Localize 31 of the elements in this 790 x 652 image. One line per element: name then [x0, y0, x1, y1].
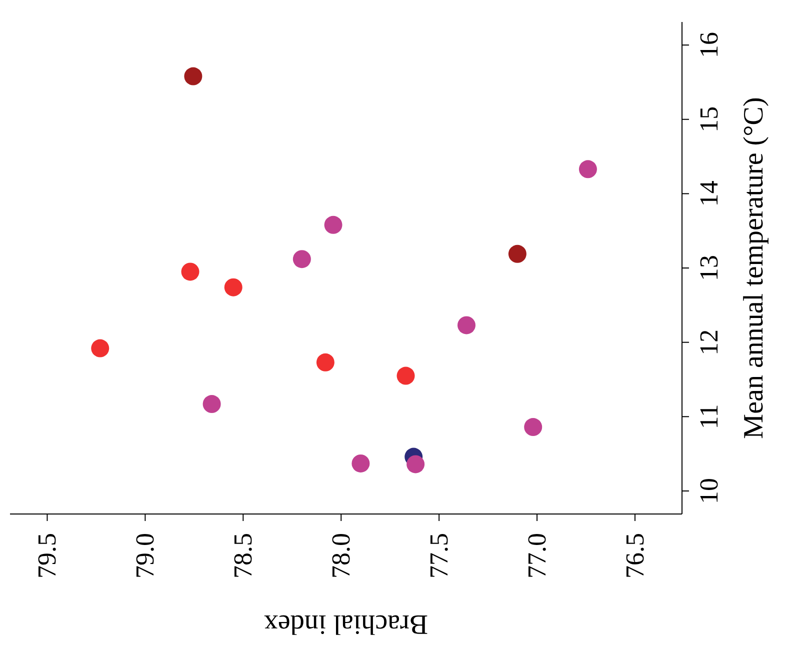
point	[181, 262, 200, 281]
x-tick-label: 78.0	[326, 533, 356, 578]
point	[524, 418, 542, 436]
point	[406, 455, 425, 474]
y-tick-label: 11	[694, 404, 724, 430]
point	[508, 244, 526, 263]
x-tick-label: 77.0	[522, 533, 552, 578]
y-tick-label: 14	[694, 180, 724, 207]
x-tick-label: 77.5	[424, 533, 454, 578]
point	[91, 339, 110, 358]
point	[202, 395, 221, 414]
y-tick-label: 15	[694, 106, 724, 132]
x-axis-title: Brachial index	[264, 608, 428, 640]
x-tick-label: 79.0	[130, 533, 160, 578]
y-tick-label: 16	[694, 32, 724, 58]
point	[224, 278, 242, 296]
point	[396, 366, 415, 385]
x-tick-label: 79.5	[32, 533, 62, 578]
y-tick-label: 10	[694, 478, 724, 504]
point	[184, 67, 202, 86]
point	[324, 216, 342, 234]
y-tick-label: 12	[694, 329, 724, 356]
x-tick-label: 76.5	[620, 533, 650, 578]
x-tick-label: 78.5	[228, 533, 258, 578]
y-tick-label: 13	[694, 255, 724, 281]
point	[292, 250, 311, 268]
point	[316, 353, 334, 372]
point	[457, 316, 476, 334]
point	[578, 160, 597, 178]
y-axis-title: Mean annual temperature (°C)	[738, 97, 770, 439]
point	[352, 454, 370, 472]
